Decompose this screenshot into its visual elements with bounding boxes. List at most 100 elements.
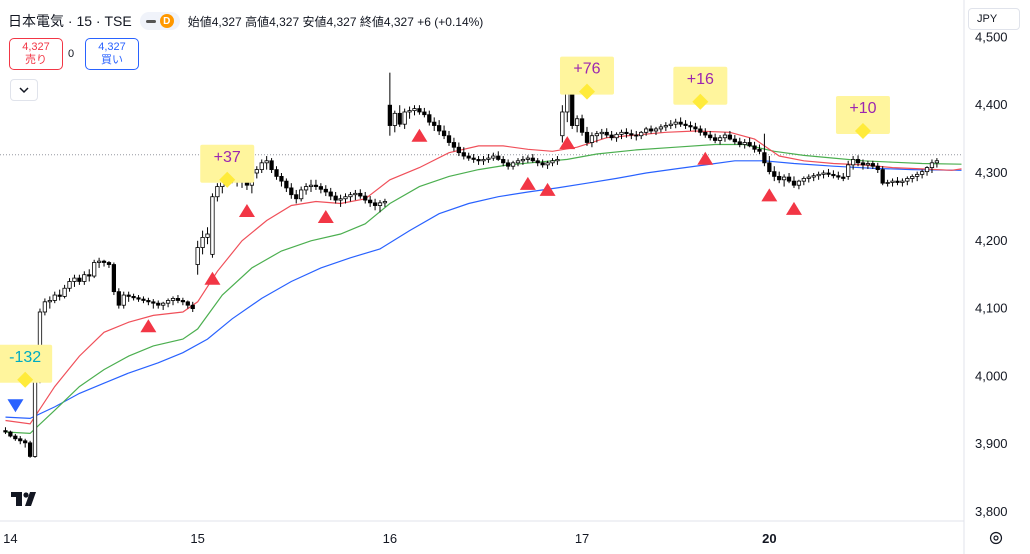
annotation-diamond bbox=[578, 83, 595, 100]
signal-markers bbox=[7, 128, 802, 413]
candle bbox=[708, 130, 713, 141]
candle-body bbox=[422, 111, 427, 116]
buy-button[interactable]: 4,327 買い bbox=[85, 38, 139, 70]
candle-body bbox=[693, 126, 698, 130]
candle-body bbox=[525, 157, 530, 160]
trade-annotation: +16 bbox=[673, 66, 728, 110]
market-status-pill[interactable]: D bbox=[139, 12, 180, 30]
candle bbox=[299, 186, 304, 202]
sell-price: 4,327 bbox=[22, 41, 50, 53]
candle bbox=[747, 137, 752, 148]
buy-signal-marker bbox=[317, 210, 334, 224]
candle bbox=[407, 106, 412, 119]
buy-label: 買い bbox=[101, 54, 123, 66]
candle bbox=[185, 300, 190, 309]
candle bbox=[806, 174, 811, 183]
candle bbox=[639, 130, 644, 140]
candle-body bbox=[106, 262, 112, 265]
candle-body bbox=[121, 294, 126, 306]
candle bbox=[156, 300, 161, 309]
annotation-label: +76 bbox=[573, 61, 600, 78]
close-label: 終値 bbox=[359, 14, 384, 29]
candle-body bbox=[762, 152, 767, 164]
candle-body bbox=[387, 104, 392, 126]
candle bbox=[619, 129, 624, 140]
candle-body bbox=[589, 135, 595, 143]
buy-signal-marker bbox=[204, 271, 221, 285]
candle-body bbox=[880, 169, 885, 184]
candle-body bbox=[644, 128, 649, 133]
candle bbox=[92, 259, 97, 279]
candle-body bbox=[407, 110, 412, 113]
candle bbox=[890, 178, 895, 187]
candle-body bbox=[313, 184, 319, 187]
chart-settings-button[interactable] bbox=[985, 527, 1007, 549]
candle bbox=[42, 298, 48, 316]
candle-body bbox=[742, 142, 747, 145]
candle bbox=[422, 107, 427, 118]
candle bbox=[742, 139, 747, 149]
candle bbox=[121, 291, 126, 309]
tradingview-logo[interactable] bbox=[10, 490, 42, 508]
annotation-box bbox=[835, 95, 890, 134]
annotation-label: +10 bbox=[849, 100, 876, 117]
candle bbox=[72, 274, 77, 287]
candle bbox=[476, 156, 481, 165]
candle bbox=[402, 108, 407, 129]
candle bbox=[446, 130, 452, 146]
candle-body bbox=[289, 187, 294, 196]
candle-body bbox=[752, 145, 757, 150]
candle-body bbox=[594, 133, 599, 137]
candle-body bbox=[900, 180, 905, 183]
candle-body bbox=[343, 196, 348, 200]
candle bbox=[836, 171, 841, 180]
candle bbox=[392, 110, 397, 133]
candle-body bbox=[653, 128, 659, 132]
candle-body bbox=[919, 171, 925, 175]
candle bbox=[885, 179, 890, 187]
candle bbox=[62, 284, 67, 299]
candle-body bbox=[708, 134, 713, 139]
candle-body bbox=[801, 178, 806, 182]
candle-body bbox=[870, 163, 875, 167]
candle bbox=[8, 430, 13, 438]
candle bbox=[180, 297, 186, 306]
candle-body bbox=[156, 302, 161, 306]
candle-body bbox=[205, 233, 210, 238]
chart-axes: 3,800 3,900 4,000 4,100 4,200 4,300 4,400 4,500… bbox=[0, 0, 1008, 554]
collapse-legend-button[interactable] bbox=[10, 79, 38, 101]
candle-body bbox=[432, 121, 437, 126]
candle bbox=[791, 176, 797, 188]
candle-body bbox=[368, 199, 373, 204]
chevron-down-icon bbox=[19, 87, 29, 94]
annotation-diamond bbox=[692, 93, 709, 110]
candle bbox=[841, 173, 846, 182]
candle bbox=[555, 156, 560, 165]
candle bbox=[466, 152, 471, 161]
candle-body bbox=[772, 171, 777, 177]
candle bbox=[308, 179, 314, 192]
x-tick-label: 20 bbox=[762, 531, 776, 546]
candle bbox=[648, 125, 654, 134]
symbol-title[interactable]: 日本電気 · 15 · TSE bbox=[8, 13, 132, 29]
candle-body bbox=[934, 160, 940, 164]
candle-body bbox=[185, 301, 190, 306]
sell-button[interactable]: 4,327 売り bbox=[9, 38, 63, 70]
currency-selector[interactable]: JPY bbox=[968, 8, 1020, 30]
x-tick-label: 17 bbox=[575, 531, 589, 546]
candle bbox=[510, 160, 516, 170]
candle bbox=[506, 159, 511, 170]
candle-body bbox=[550, 160, 555, 164]
candle bbox=[624, 128, 629, 138]
candle bbox=[644, 126, 649, 136]
candle-body bbox=[826, 172, 831, 175]
buy-signal-marker bbox=[411, 128, 428, 142]
candle bbox=[205, 227, 210, 245]
high-label: 高値 bbox=[245, 14, 270, 29]
candle bbox=[333, 191, 338, 204]
annotation-box bbox=[200, 144, 255, 183]
candle bbox=[752, 141, 757, 153]
candle-body bbox=[501, 159, 506, 164]
candle-body bbox=[555, 159, 560, 162]
